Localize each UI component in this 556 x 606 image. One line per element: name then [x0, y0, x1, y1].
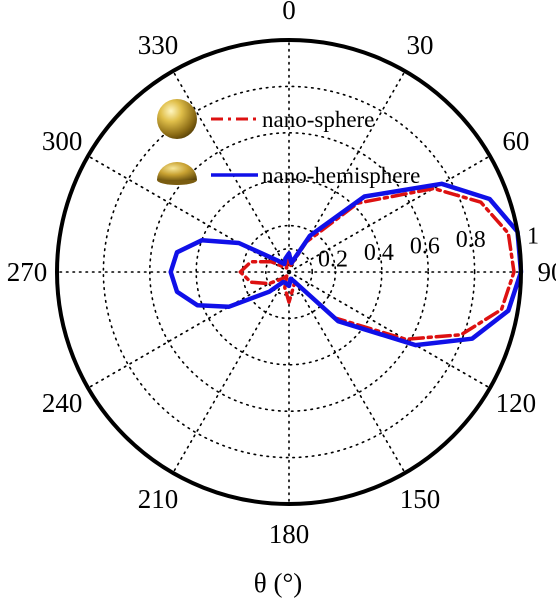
grid-spoke-210 — [172, 271, 290, 474]
legend-label-nano-sphere: nano-sphere — [262, 107, 374, 132]
gold-hemisphere-icon — [157, 162, 197, 185]
angle-tick-label-90: 90 — [538, 257, 556, 287]
legend: nano-sphere nano-hemisphere — [157, 99, 420, 188]
angle-labels: 0 30 60 90 120 150 180 210 240 270 300 330 — [7, 0, 556, 549]
angle-tick-label-60: 60 — [502, 126, 529, 156]
grid-ring-inner — [264, 248, 313, 297]
grid-ring-0-6 — [149, 132, 429, 412]
outer-boundary — [55, 38, 523, 506]
grid-spoke-60 — [288, 155, 491, 273]
grid-spoke-240 — [87, 271, 290, 389]
angle-tick-label-120: 120 — [496, 388, 537, 418]
angle-tick-label-270: 270 — [7, 257, 48, 287]
angle-tick-label-150: 150 — [400, 484, 441, 514]
grid-ring-0-8 — [102, 85, 476, 459]
angle-tick-label-300: 300 — [42, 126, 83, 156]
radial-tick-label-0-8: 0.8 — [456, 227, 486, 253]
polar-grid — [56, 39, 522, 505]
radial-tick-label-1: 1 — [527, 224, 539, 250]
x-axis-title: θ (°) — [254, 568, 302, 598]
angle-tick-label-210: 210 — [138, 484, 179, 514]
angle-tick-label-0: 0 — [282, 0, 296, 25]
angle-tick-label-180: 180 — [269, 519, 310, 549]
series-layer — [168, 181, 524, 348]
series-line-nano-sphere — [238, 186, 516, 342]
radial-tick-label-0-2: 0.2 — [318, 247, 348, 273]
legend-label-nano-hemisphere: nano-hemisphere — [262, 163, 420, 188]
gold-sphere-icon — [157, 99, 197, 139]
grid-spoke-120 — [288, 271, 491, 389]
grid-spoke-330 — [172, 70, 290, 273]
radial-tick-label-0-4: 0.4 — [364, 240, 394, 266]
radial-labels: 0.2 0.4 0.6 0.8 1 — [318, 224, 539, 273]
angle-tick-label-240: 240 — [42, 388, 83, 418]
angle-tick-label-30: 30 — [407, 30, 434, 60]
radial-tick-label-0-6: 0.6 — [410, 234, 440, 260]
series-line-nano-hemisphere — [168, 181, 524, 348]
grid-spoke-150 — [288, 271, 406, 474]
angle-tick-label-330: 330 — [138, 30, 179, 60]
